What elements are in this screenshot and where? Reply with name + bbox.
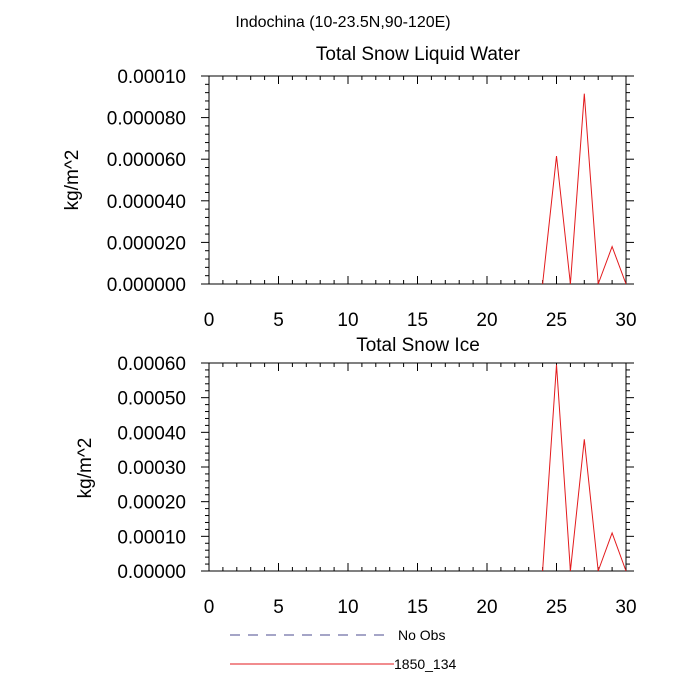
plot-frame [208,75,627,285]
legend-label-no-obs: No Obs [398,627,445,643]
legend: No Obs 1850_134 [230,627,457,672]
x-tick-label: 30 [615,310,636,331]
x-tick-label: 20 [476,310,497,331]
series-layer [542,93,627,285]
x-tick-label: 25 [546,310,567,331]
x-tick-label: 15 [407,597,428,618]
x-tick-label: 5 [273,310,284,331]
y-tick-label: 0.00010 [117,527,186,548]
panel-snow-ice: Total Snow Ice kg/m^2 0 5 10 15 20 25 30 0.0000… [75,335,637,618]
x-tick-label: 10 [337,310,358,331]
series-layer [542,364,627,572]
main-title: Indochina (10-23.5N,90-120E) [235,14,450,31]
axes: 0 5 10 15 20 25 30 0.00000 0.00010 0.00020 0.00030… [117,354,636,618]
series-line-1850-134 [542,93,627,285]
legend-label-1850-134: 1850_134 [394,656,457,672]
series-line-1850-134 [542,364,627,572]
y-axis-label: kg/m^2 [75,438,96,499]
x-tick-label: 15 [407,310,428,331]
y-tick-label: 0.00000 [117,562,186,583]
panel-title: Total Snow Ice [356,335,480,356]
x-tick-label: 0 [204,597,215,618]
x-tick-label: 20 [476,597,497,618]
y-axis-label: kg/m^2 [62,150,83,211]
x-tick-label: 25 [546,597,567,618]
y-tick-label: 0.00050 [117,389,186,410]
x-tick-label: 0 [204,310,215,331]
y-tick-label: 0.00020 [117,493,186,514]
y-tick-label: 0.000020 [107,233,186,254]
x-tick-label: 5 [273,597,284,618]
y-tick-label: 0.00040 [117,423,186,444]
panel-title: Total Snow Liquid Water [316,44,521,65]
y-tick-label: 0.000000 [107,275,186,296]
y-tick-label: 0.000060 [107,150,186,171]
x-tick-label: 30 [615,597,636,618]
y-tick-label: 0.00010 [117,67,186,88]
axes: 0 5 10 15 20 25 30 0.000000 0.000020 0.000040 0.00… [107,67,637,331]
y-tick-label: 0.00060 [117,354,186,375]
y-tick-label: 0.00030 [117,458,186,479]
y-tick-label: 0.000040 [107,192,186,213]
y-tick-label: 0.000080 [107,109,186,130]
x-tick-label: 10 [337,597,358,618]
panel-snow-liquid-water: Total Snow Liquid Water kg/m^2 0 5 10 15 20 2… [62,44,637,331]
